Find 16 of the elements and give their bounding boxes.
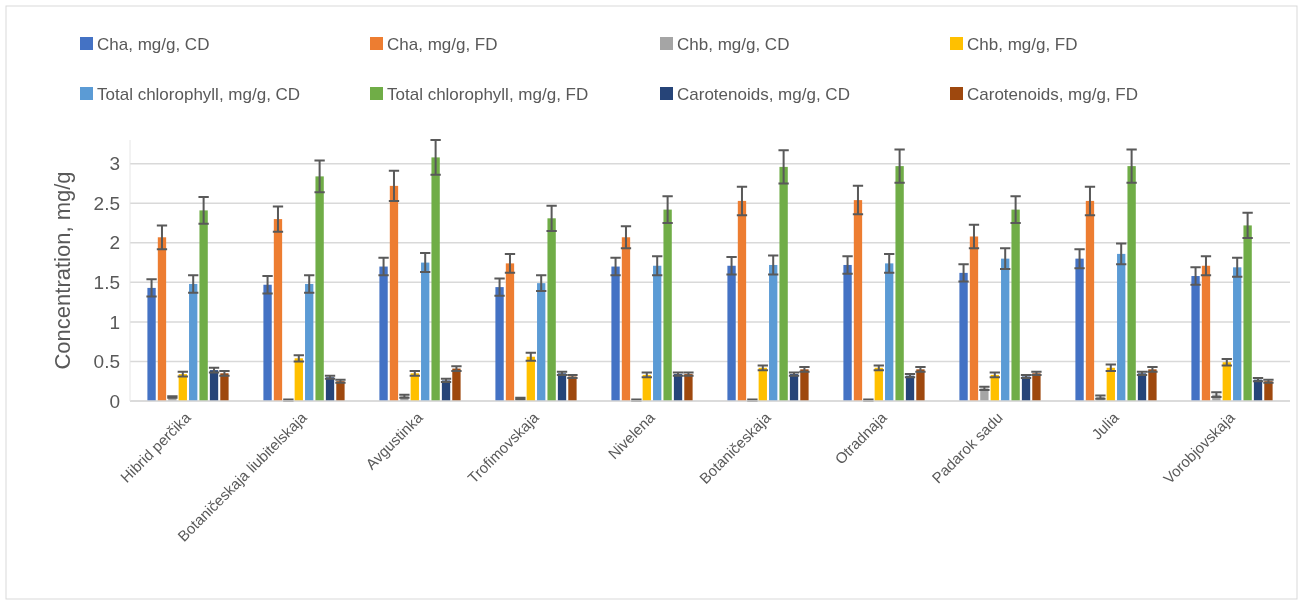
y-tick-label: 1.5 [93,272,120,294]
legend-label: Cha, mg/g, CD [97,34,210,54]
y-tick-label: 0 [109,390,120,412]
y-tick-label: 2 [109,232,120,254]
y-tick-label: 1 [109,311,120,333]
legend-label: Chb, mg/g, CD [677,34,790,54]
legend-label: Total chlorophyll, mg/g, FD [387,84,589,104]
y-axis-title: Concentration, mg/g [50,171,75,370]
legend-label: Cha, mg/g, FD [387,34,498,54]
y-tick-label: 0.5 [93,351,120,373]
legend-label: Carotenoids, mg/g, FD [967,84,1139,104]
y-tick-label: 2.5 [93,192,120,214]
y-tick-label: 3 [109,153,120,175]
legend-label: Chb, mg/g, FD [967,34,1078,54]
legend-label: Total chlorophyll, mg/g, CD [97,84,301,104]
legend-label: Carotenoids, mg/g, CD [677,84,850,104]
